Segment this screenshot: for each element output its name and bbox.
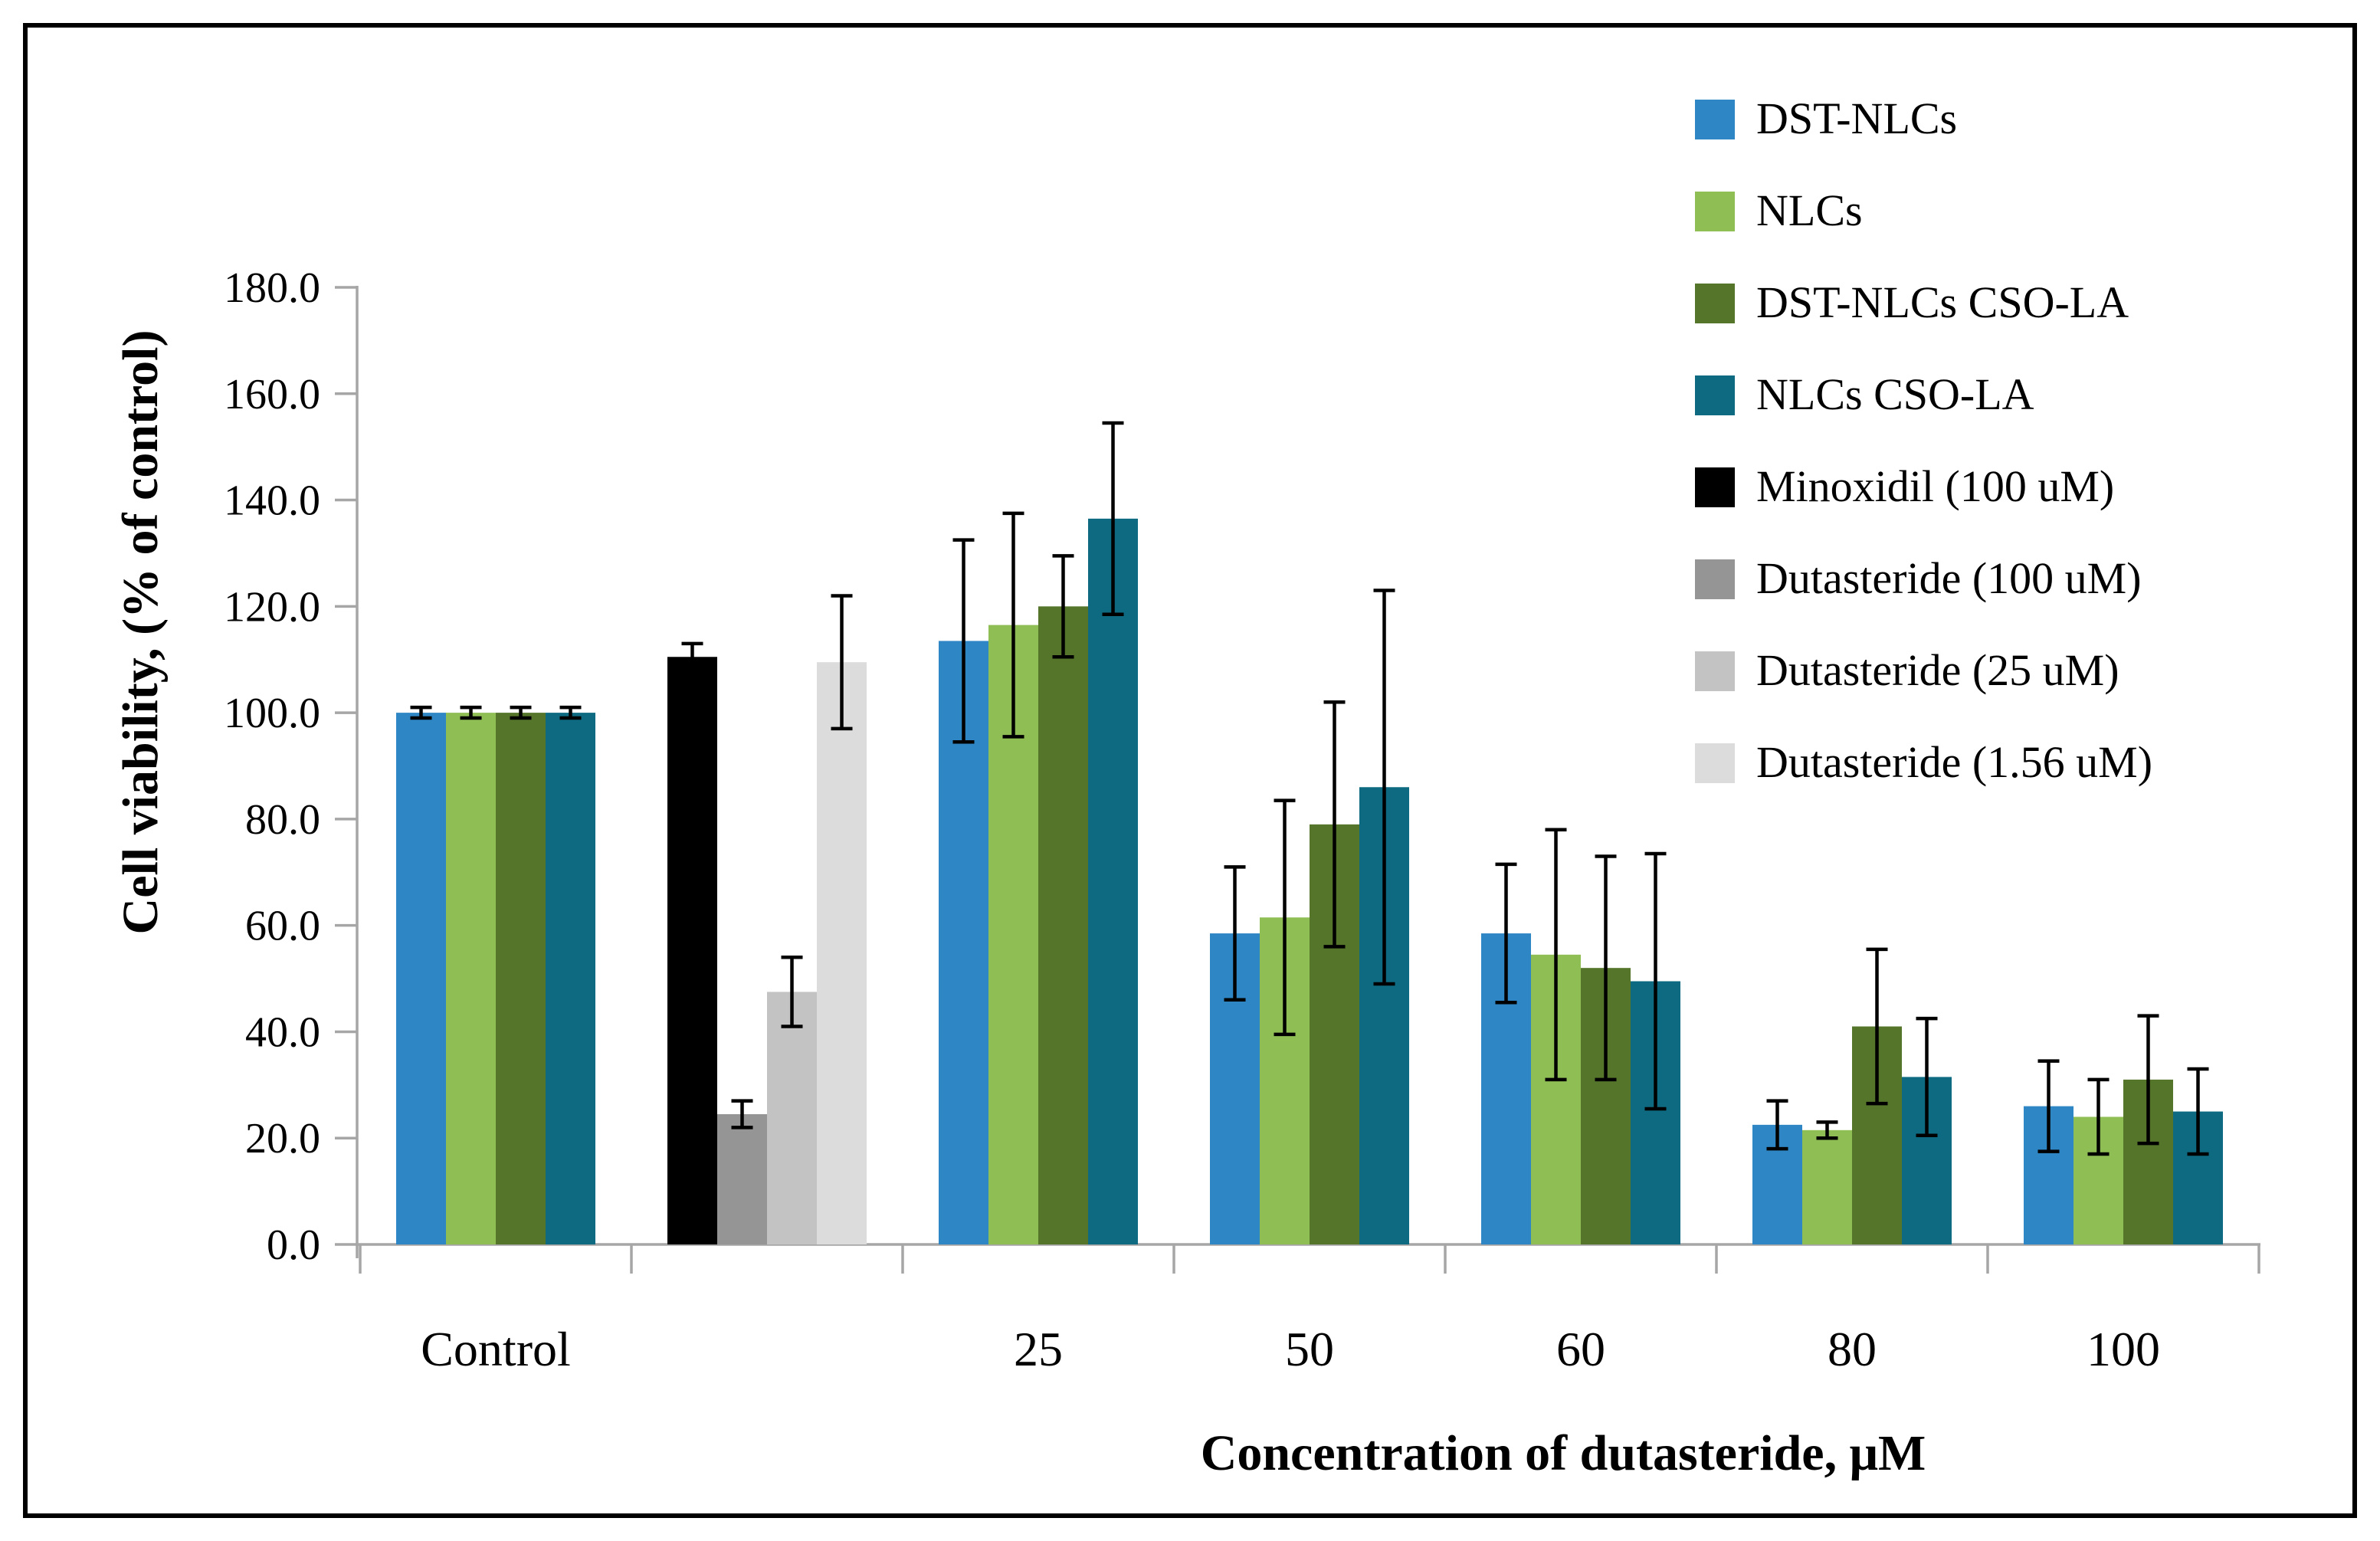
legend-label-8: Dutasteride (1.56 uM) — [1756, 737, 2152, 787]
bar-minoxidil-100-um--drug-controls — [667, 657, 717, 1244]
legend-label-6: Dutasteride (100 uM) — [1756, 553, 2142, 603]
legend-label-3: DST-NLCs CSO-LA — [1756, 277, 2129, 327]
y-tick-label: 180.0 — [224, 264, 320, 312]
legend-label-1: DST-NLCs — [1756, 93, 1957, 143]
y-tick-label: 60.0 — [245, 903, 320, 950]
legend-swatch-6 — [1695, 559, 1735, 599]
bar-nlcs-80 — [1802, 1130, 1852, 1244]
y-tick-label: 140.0 — [224, 477, 320, 525]
bar-dst-nlcs-cso-la-25 — [1038, 606, 1088, 1244]
legend-swatch-2 — [1695, 192, 1735, 231]
y-tick-label: 100.0 — [224, 690, 320, 737]
legend-label-4: NLCs CSO-LA — [1756, 369, 2034, 419]
legend-swatch-7 — [1695, 651, 1735, 691]
bar-dutasteride-25-um--drug-controls — [767, 992, 817, 1244]
legend-swatch-1 — [1695, 100, 1735, 139]
legend-swatch-8 — [1695, 743, 1735, 783]
legend-label-7: Dutasteride (25 uM) — [1756, 645, 2119, 695]
legend-swatch-5 — [1695, 467, 1735, 507]
bar-dst-nlcs-cso-la-Control — [496, 713, 546, 1244]
x-tick-label: 60 — [1556, 1322, 1605, 1376]
x-tick-label: 100 — [2087, 1322, 2160, 1376]
bar-nlcs-cso-la-Control — [546, 713, 595, 1244]
legend-swatch-4 — [1695, 375, 1735, 415]
y-tick-label: 0.0 — [267, 1221, 320, 1269]
legend-swatch-3 — [1695, 284, 1735, 323]
legend-label-2: NLCs — [1756, 185, 1863, 235]
bar-dutasteride-100-um--drug-controls — [717, 1113, 767, 1244]
y-tick-label: 160.0 — [224, 371, 320, 418]
y-axis-title: Cell viability, (% of control) — [113, 330, 169, 935]
bar-nlcs-cso-la-25 — [1088, 518, 1138, 1244]
y-tick-label: 80.0 — [245, 796, 320, 844]
x-tick-label: Control — [421, 1322, 571, 1376]
x-axis-title: Concentration of dutasteride, μM — [1201, 1425, 1926, 1481]
x-tick-label: 25 — [1014, 1322, 1063, 1376]
y-tick-label: 40.0 — [245, 1008, 320, 1056]
bar-nlcs-Control — [446, 713, 496, 1244]
bar-dst-nlcs-Control — [396, 713, 446, 1244]
y-tick-label: 20.0 — [245, 1115, 320, 1162]
bar-dutasteride-1-56-um--drug-controls — [817, 662, 867, 1244]
x-tick-label: 80 — [1828, 1322, 1877, 1376]
x-tick-label: 50 — [1285, 1322, 1334, 1376]
legend-label-5: Minoxidil (100 uM) — [1756, 461, 2114, 511]
y-tick-label: 120.0 — [224, 583, 320, 631]
